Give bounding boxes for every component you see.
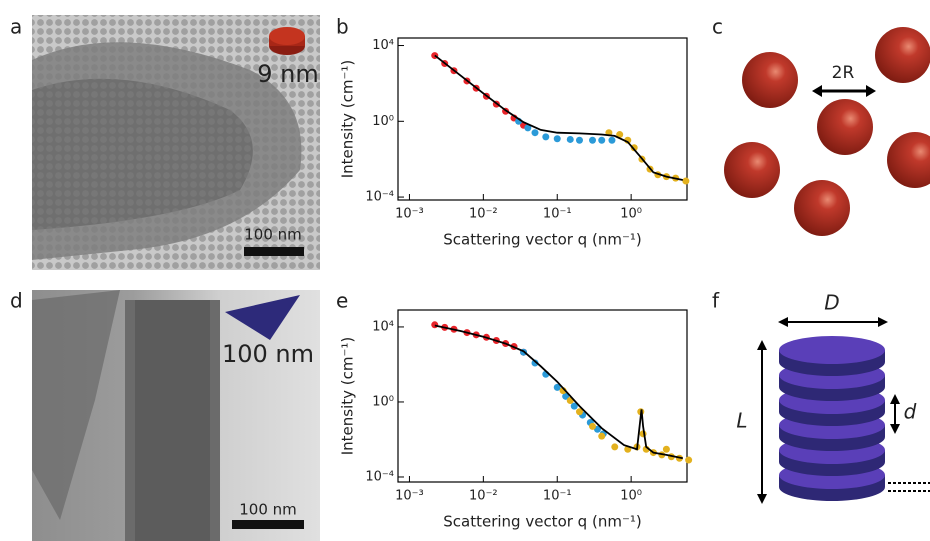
tem-image-a xyxy=(32,15,320,270)
y-tick-label: 10⁰ xyxy=(372,394,394,409)
spacing-label: d xyxy=(904,400,917,424)
plot-frame xyxy=(397,309,688,483)
sphere-schematic xyxy=(724,27,930,236)
y-tick-label: 10⁴ xyxy=(372,319,394,334)
particle-label: 9 nm xyxy=(257,60,319,88)
y-tick-label: 10⁴ xyxy=(372,38,394,53)
plot-frame xyxy=(397,37,688,201)
data-point xyxy=(542,133,550,141)
data-point xyxy=(598,432,606,440)
x-tick-label: 10⁻¹ xyxy=(543,489,572,504)
data-point xyxy=(616,131,624,139)
scale-bar-label: 100 nm xyxy=(239,501,297,519)
data-point xyxy=(685,456,693,464)
panel-label: e xyxy=(336,289,348,313)
y-tick-label: 10⁻⁴ xyxy=(365,469,394,484)
spacing-label: 2R xyxy=(832,63,855,83)
panel-label: d xyxy=(10,289,23,313)
data-point xyxy=(662,445,670,453)
data-point xyxy=(553,135,561,143)
data-point xyxy=(553,383,561,391)
data-point xyxy=(531,129,539,137)
particle-label: 100 nm xyxy=(222,340,314,368)
data-point xyxy=(531,359,539,367)
data-point xyxy=(431,321,439,329)
panel-label: f xyxy=(712,289,720,313)
data-point xyxy=(630,144,638,152)
data-point xyxy=(589,136,597,144)
panel-label: c xyxy=(712,15,723,39)
data-point xyxy=(611,443,619,451)
fit-line xyxy=(434,54,683,181)
stack-schematic xyxy=(757,317,930,504)
x-tick-label: 10⁻³ xyxy=(395,207,424,222)
data-point xyxy=(682,177,690,185)
width-label: D xyxy=(824,291,839,315)
y-tick-label: 10⁻⁴ xyxy=(365,190,394,205)
x-tick-label: 10⁰ xyxy=(620,207,642,222)
x-tick-label: 10⁻² xyxy=(469,489,498,504)
data-point xyxy=(566,135,574,143)
y-tick-label: 10⁰ xyxy=(372,114,394,129)
x-tick-label: 10⁰ xyxy=(620,489,642,504)
data-point xyxy=(575,408,583,416)
panel-label: a xyxy=(10,15,22,39)
tem-image-d xyxy=(32,290,320,541)
x-axis-label: Scattering vector q (nm⁻¹) xyxy=(443,513,641,531)
data-point xyxy=(589,422,597,430)
fit-line xyxy=(434,324,683,460)
data-point xyxy=(608,136,616,144)
data-point xyxy=(575,136,583,144)
panel-label: b xyxy=(336,15,349,39)
x-axis-label: Scattering vector q (nm⁻¹) xyxy=(443,231,641,249)
scale-bar-label: 100 nm xyxy=(244,226,302,244)
length-label: L xyxy=(736,409,747,433)
y-axis-label: Intensity (cm⁻¹) xyxy=(339,337,357,456)
x-tick-label: 10⁻² xyxy=(469,207,498,222)
x-tick-label: 10⁻¹ xyxy=(543,207,572,222)
y-axis-label: Intensity (cm⁻¹) xyxy=(339,60,357,179)
data-point xyxy=(524,124,532,132)
disc-top xyxy=(779,336,885,364)
data-point xyxy=(598,136,606,144)
x-tick-label: 10⁻³ xyxy=(395,489,424,504)
data-point xyxy=(562,392,570,400)
data-point xyxy=(570,402,578,410)
